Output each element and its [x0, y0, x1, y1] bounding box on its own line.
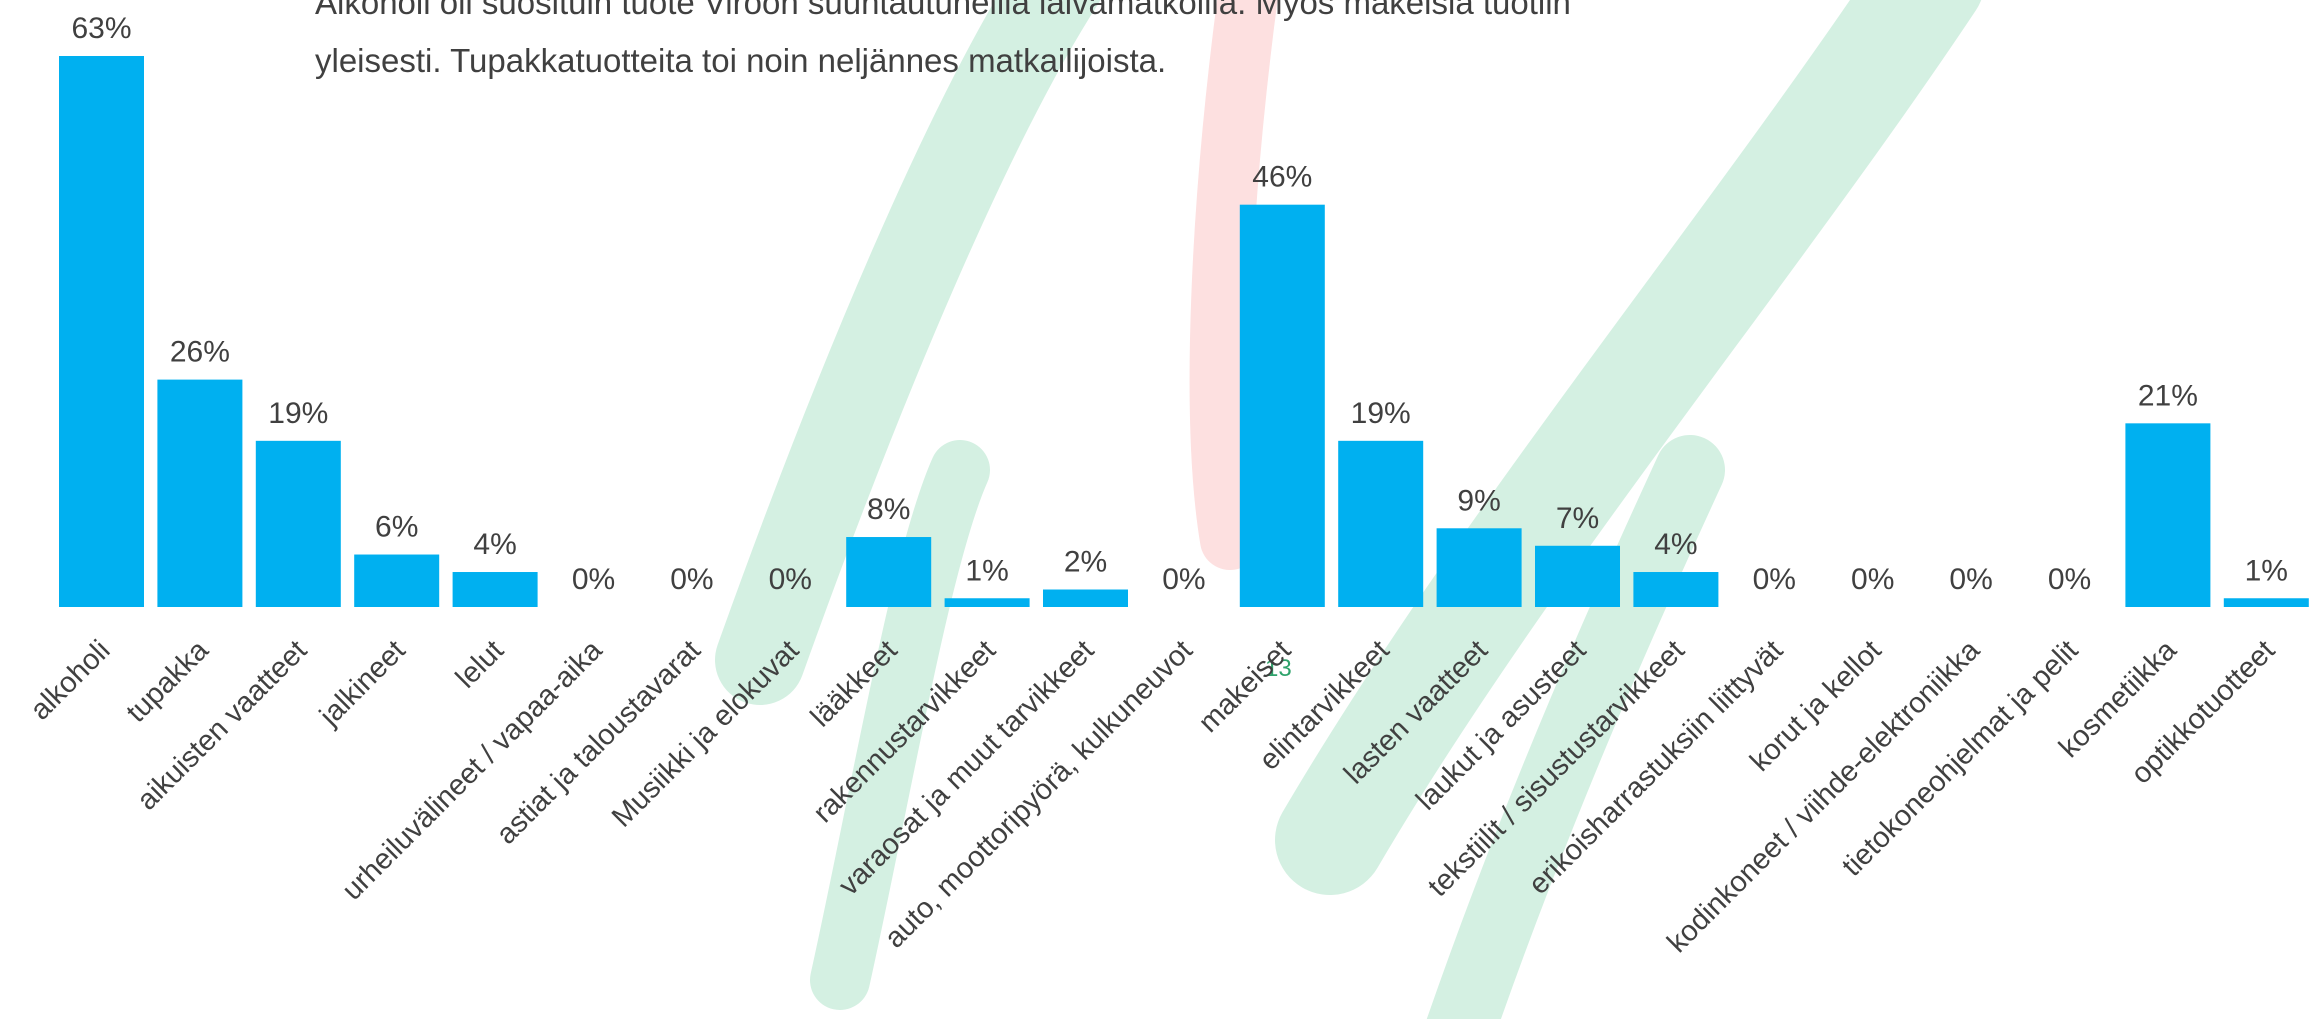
- bar: [1436, 528, 1522, 607]
- bar: [1338, 440, 1424, 607]
- bar: [157, 379, 243, 607]
- value-label: 0%: [1949, 563, 1992, 596]
- bar: [1633, 572, 1719, 607]
- value-label: 19%: [1351, 397, 1411, 430]
- value-label: 9%: [1457, 484, 1500, 517]
- value-label: 63%: [71, 12, 131, 45]
- x-tick-label: lelut: [450, 634, 510, 694]
- value-label: 2%: [1064, 546, 1107, 579]
- bar: [1535, 545, 1620, 607]
- subtitle: Alkoholi oli suosituin tuote Viroon suun…: [315, 0, 1571, 21]
- value-label: 46%: [1252, 161, 1312, 194]
- x-tick-label: makeiset: [1193, 634, 1298, 739]
- value-label: 0%: [670, 563, 713, 596]
- bar: [1043, 589, 1128, 607]
- value-label: 1%: [965, 554, 1008, 587]
- value-label: 4%: [473, 528, 516, 561]
- bar: [2223, 598, 2309, 607]
- bar: [846, 537, 932, 607]
- value-label: 0%: [2048, 563, 2091, 596]
- page-number: 13: [1265, 655, 1292, 682]
- x-tick-label: tupakka: [120, 634, 215, 729]
- value-label: 4%: [1654, 528, 1697, 561]
- value-label: 6%: [375, 511, 418, 544]
- bar: [354, 554, 440, 607]
- x-tick-label: alkoholi: [24, 634, 116, 726]
- bar: [59, 56, 144, 607]
- x-tick-label: jalkineet: [313, 634, 412, 733]
- value-label: 1%: [2245, 554, 2288, 587]
- bar: [2125, 423, 2211, 607]
- value-label: 0%: [769, 563, 812, 596]
- value-label: 0%: [1162, 563, 1205, 596]
- bar: [452, 572, 538, 607]
- value-label: 19%: [268, 397, 328, 430]
- value-label: 0%: [1753, 563, 1796, 596]
- value-label: 0%: [572, 563, 615, 596]
- subtitle: yleisesti. Tupakkatuotteita toi noin nel…: [315, 42, 1166, 79]
- x-tick-label: Musiikki ja elokuvat: [606, 634, 805, 833]
- value-label: 21%: [2138, 379, 2198, 412]
- value-label: 0%: [1851, 563, 1894, 596]
- value-label: 7%: [1556, 502, 1599, 535]
- value-label: 8%: [867, 493, 910, 526]
- bar: [1239, 204, 1325, 607]
- bar: [944, 598, 1030, 607]
- value-label: 26%: [170, 336, 230, 369]
- x-tick-label: aikuisten vaatteet: [131, 634, 313, 816]
- background-decoration: [715, 0, 1981, 1019]
- bar: [255, 440, 341, 607]
